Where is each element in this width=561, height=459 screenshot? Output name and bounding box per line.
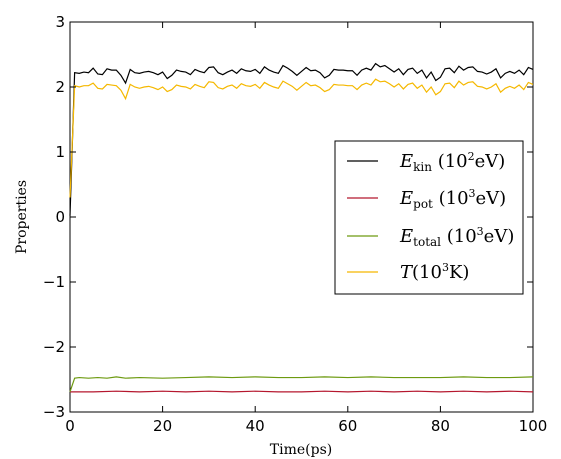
y-tick-label: 0 — [55, 208, 65, 226]
x-tick-label: 80 — [431, 417, 450, 435]
y-tick-label: 2 — [55, 78, 65, 96]
plot-area: 0 20 40 60 80 100 −3 −2 −1 0 1 2 3 — [43, 13, 547, 435]
series-layer — [69, 62, 534, 393]
y-tick-label: 1 — [55, 143, 65, 161]
legend: Ekin (102eV) Epot (103eV) Etotal (103eV) T(… — [334, 140, 524, 295]
y-tick-label: −2 — [43, 338, 65, 356]
x-tick-label: 60 — [338, 417, 357, 435]
legend-box — [334, 140, 524, 295]
legend-entries: Ekin (102eV) Epot (103eV) Etotal (103eV) T(… — [347, 150, 514, 283]
y-tick-label: 3 — [55, 13, 65, 31]
legend-label-1: Epot (103eV) — [399, 187, 506, 211]
legend-label-0: Ekin (102eV) — [399, 150, 505, 174]
x-tick-label: 100 — [519, 417, 548, 435]
x-tick-label: 40 — [246, 417, 265, 435]
legend-label-2: Etotal (103eV) — [399, 225, 514, 249]
ticks-layer: 0 20 40 60 80 100 −3 −2 −1 0 1 2 3 — [43, 13, 547, 435]
x-axis-label: Time(ps) — [270, 442, 332, 458]
y-tick-label: −3 — [43, 403, 65, 421]
series-line-1 — [70, 390, 534, 393]
legend-label-3: T(103K) — [400, 261, 469, 283]
series-line-0 — [69, 62, 534, 216]
y-axis-label: Properties — [14, 180, 30, 254]
x-tick-label: 20 — [153, 417, 172, 435]
x-tick-label: 0 — [65, 417, 75, 435]
series-line-3 — [69, 78, 534, 198]
series-line-2 — [69, 376, 534, 393]
y-tick-label: −1 — [43, 273, 65, 291]
